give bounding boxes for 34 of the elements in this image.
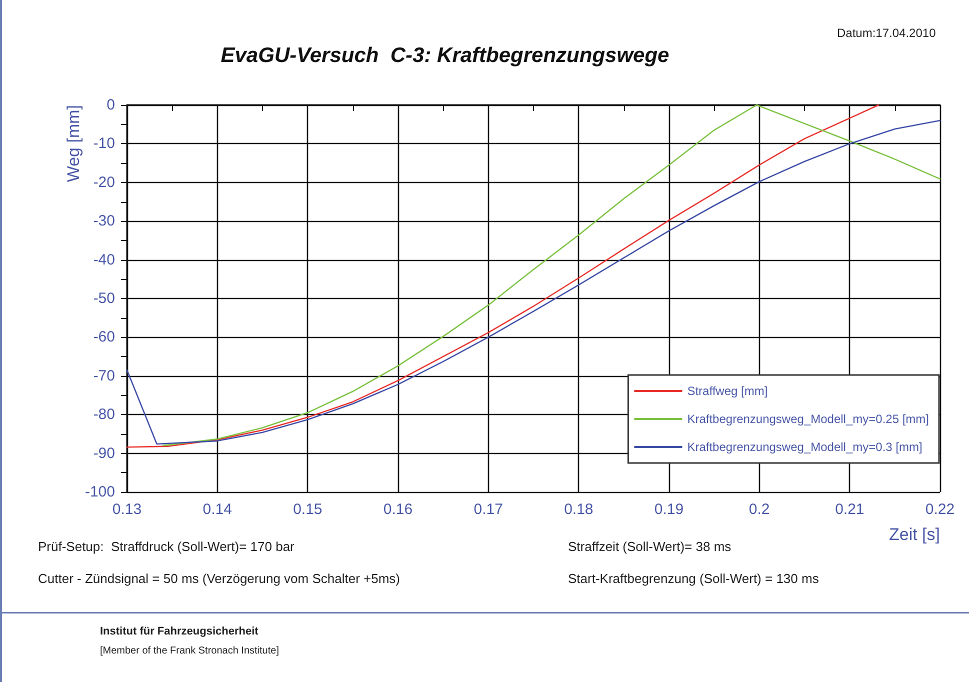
y-tick-label: -100 xyxy=(84,484,115,500)
text: Cutter - Zündsignal = 50 ms (Verzögerung vom Schalter +5ms) xyxy=(38,571,400,586)
y-tick-label: -10 xyxy=(93,135,115,152)
text: Straffzeit (Soll-Wert)= 38 ms xyxy=(568,539,732,554)
x-tick-label: 0.19 xyxy=(654,501,684,518)
y-tick-label: -40 xyxy=(93,251,115,268)
x-tick-label: 0.15 xyxy=(293,501,322,518)
text: [Member of the Frank Stronach Institute] xyxy=(100,646,280,656)
x-tick-label: 0.16 xyxy=(383,501,413,518)
x-tick-label: 0.22 xyxy=(925,501,955,518)
y-tick-label: 0 xyxy=(106,96,115,114)
legend-label: Kraftbegrenzungsweg_Modell_my=0.25 [mm] xyxy=(687,412,930,426)
x-tick-label: 0.17 xyxy=(474,501,503,518)
y-tick-label: -90 xyxy=(93,444,115,462)
y-tick-label: -80 xyxy=(93,406,115,424)
y-tick-label: -50 xyxy=(93,290,115,307)
x-tick-label: 0.14 xyxy=(202,501,232,518)
text: Prüf-Setup: Straffdruck (Soll-Wert)= 170 bar xyxy=(38,539,296,554)
y-tick-label: -60 xyxy=(93,328,115,346)
x-axis-title: Zeit [s] xyxy=(888,525,940,544)
x-tick-label: 0.21 xyxy=(835,501,864,518)
y-tick-label: -70 xyxy=(93,367,115,384)
text: Institut für Fahrzeugsicherheit xyxy=(100,626,259,638)
y-tick-label: -20 xyxy=(93,174,115,191)
text: Datum:17.04.2010 xyxy=(837,26,936,40)
y-tick-label: -30 xyxy=(93,212,115,230)
text: Start-Kraftbegrenzung (Soll-Wert) = 130 ms xyxy=(568,571,820,586)
legend-label: Straffweg [mm] xyxy=(687,384,768,398)
x-tick-label: 0.2 xyxy=(748,501,770,518)
x-tick-label: 0.18 xyxy=(564,501,594,518)
y-axis-title: Weg [mm] xyxy=(64,105,83,182)
x-tick-label: 0.13 xyxy=(112,501,142,518)
legend-label: Kraftbegrenzungsweg_Modell_my=0.3 [mm] xyxy=(687,440,922,454)
chart-title: EvaGU-Versuch C-3: Kraftbegrenzungswege xyxy=(220,44,670,67)
